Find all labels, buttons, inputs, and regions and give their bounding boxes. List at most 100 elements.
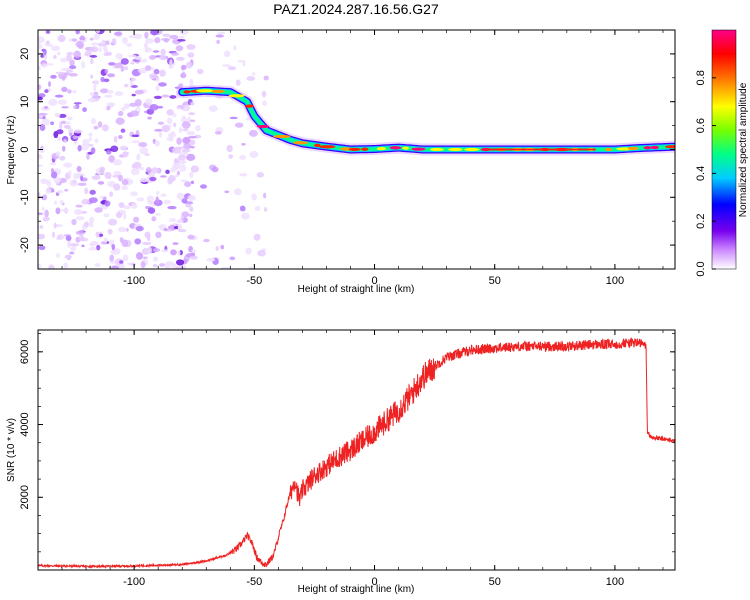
noise-speckle [158, 82, 167, 87]
noise-speckle [187, 234, 195, 240]
noise-speckle [169, 59, 173, 67]
noise-speckle [88, 246, 97, 251]
noise-speckle [49, 162, 57, 166]
noise-speckle [73, 129, 83, 134]
noise-speckle [91, 175, 101, 180]
noise-speckle [189, 206, 194, 212]
noise-speckle [177, 250, 181, 256]
noise-speckle [53, 222, 57, 229]
noise-speckle [263, 206, 268, 213]
noise-speckle [147, 246, 152, 255]
snr-x-axis-label: Height of straight line (km) [298, 584, 415, 595]
noise-speckle [90, 58, 94, 65]
noise-speckle [256, 172, 264, 178]
noise-speckle [60, 208, 70, 212]
noise-speckle [233, 45, 237, 51]
noise-speckle [38, 212, 44, 216]
snr-x-tick-label: 0 [371, 576, 377, 588]
noise-speckle [84, 221, 89, 228]
colorbar-gradient [711, 29, 737, 270]
noise-speckle [57, 34, 66, 43]
noise-speckle [215, 34, 224, 38]
noise-speckle [77, 144, 82, 152]
noise-speckle [154, 37, 161, 44]
noise-speckle [136, 153, 141, 161]
noise-speckle [182, 115, 186, 119]
noise-speckle [172, 146, 182, 154]
noise-speckle [45, 30, 51, 34]
noise-speckle [176, 192, 185, 200]
noise-speckle [167, 177, 173, 185]
noise-speckle [39, 112, 48, 116]
noise-speckle [248, 129, 258, 137]
noise-speckle [142, 241, 152, 246]
noise-speckle [115, 53, 124, 60]
ridge-peak [348, 147, 361, 152]
spectrogram-y-tick-label: -10 [19, 189, 31, 205]
colorbar-tick-label: 0.0 [695, 261, 707, 276]
noise-speckle [58, 177, 67, 184]
noise-speckle [190, 180, 194, 185]
noise-speckle [114, 62, 122, 69]
noise-speckle [130, 191, 138, 197]
noise-speckle [67, 116, 73, 121]
noise-speckle [77, 210, 82, 214]
noise-speckle [75, 41, 84, 48]
noise-speckle [160, 48, 166, 57]
noise-speckle [220, 244, 225, 250]
noise-speckle [45, 187, 52, 194]
noise-speckle [59, 57, 68, 63]
noise-speckle [251, 72, 256, 76]
noise-speckle [181, 211, 190, 218]
noise-speckle [134, 238, 142, 245]
noise-speckle [147, 116, 152, 120]
noise-speckle [200, 184, 208, 189]
noise-speckle [178, 223, 182, 230]
noise-speckle [131, 134, 140, 138]
noise-speckle [78, 234, 85, 242]
noise-speckle [120, 65, 125, 72]
noise-speckle [58, 113, 67, 118]
noise-speckle [44, 89, 49, 93]
noise-speckle [48, 43, 53, 47]
noise-speckle [251, 193, 257, 201]
noise-speckle [117, 264, 126, 269]
noise-speckle [106, 105, 111, 111]
noise-speckle [249, 151, 259, 158]
noise-speckle [127, 262, 132, 266]
noise-speckle [181, 148, 191, 153]
noise-speckle [103, 213, 110, 218]
noise-speckle [73, 105, 77, 110]
ridge-peak [650, 145, 659, 150]
noise-speckle [67, 89, 72, 94]
ridge-peak [257, 124, 270, 129]
noise-speckle [145, 98, 153, 105]
colorbar-tick-label: 0.8 [695, 70, 707, 85]
noise-speckle [118, 135, 123, 140]
noise-speckle [89, 55, 98, 58]
noise-speckle [169, 34, 179, 40]
noise-speckle [239, 205, 246, 212]
noise-speckle [130, 262, 136, 267]
noise-speckle [81, 198, 90, 205]
noise-speckle [148, 55, 156, 60]
noise-speckle [115, 117, 125, 125]
noise-speckle [117, 110, 124, 117]
noise-speckle [89, 189, 96, 195]
noise-speckle [54, 224, 64, 228]
noise-speckle [97, 181, 105, 185]
noise-speckle [130, 202, 138, 210]
noise-speckle [107, 218, 118, 226]
snr-y-tick-label: 2000 [19, 485, 31, 509]
noise-speckle [131, 93, 136, 97]
spectrogram-x-tick-label: 100 [606, 275, 624, 287]
noise-speckle [149, 176, 157, 182]
noise-speckle [220, 266, 231, 269]
noise-speckle [71, 219, 77, 226]
noise-speckle [114, 91, 124, 96]
noise-speckle [64, 254, 72, 259]
noise-speckle [61, 86, 68, 93]
noise-speckle [63, 139, 67, 143]
noise-speckle [187, 116, 191, 123]
